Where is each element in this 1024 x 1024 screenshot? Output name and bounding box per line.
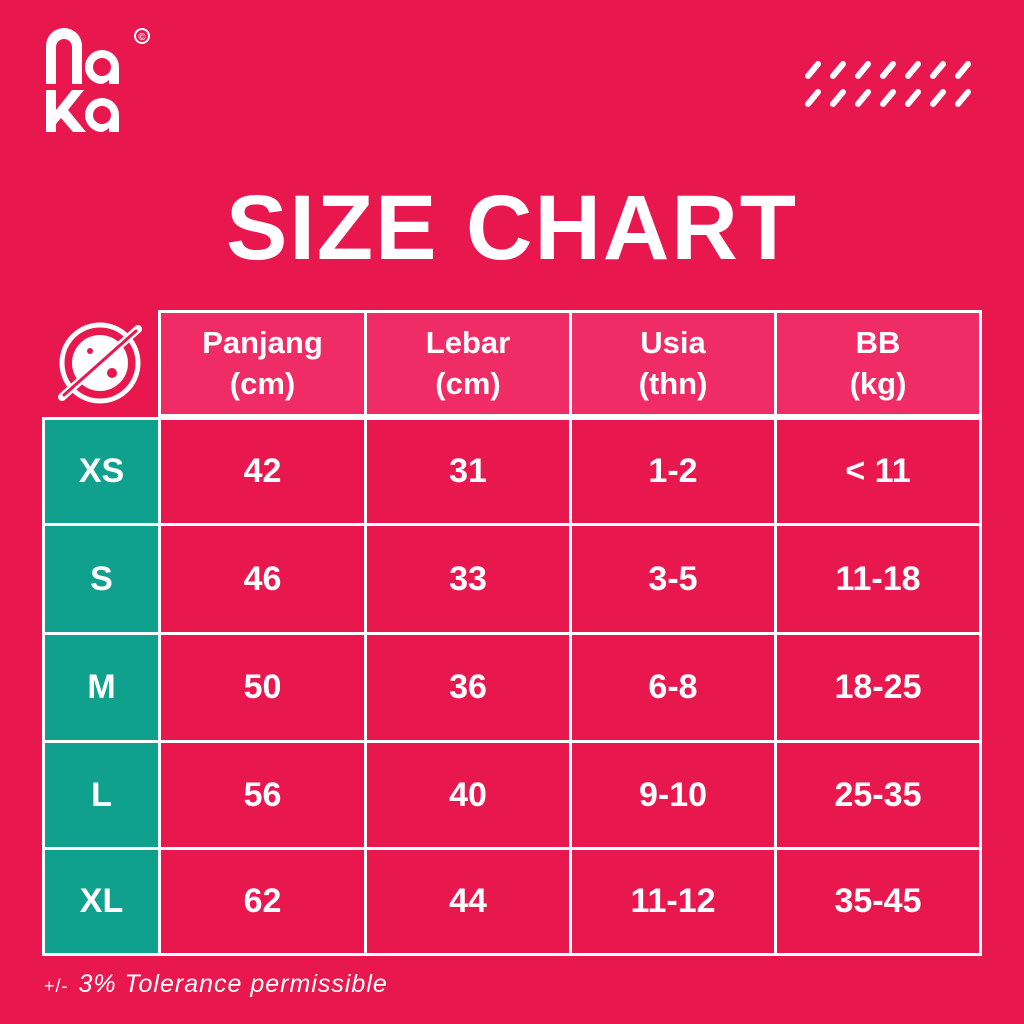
size-cell-s: S	[42, 523, 161, 635]
table-cell: 6-8	[569, 632, 777, 743]
tolerance-text: 3% Tolerance permissible	[78, 970, 388, 998]
diagonal-stripes-icon	[805, 61, 971, 107]
header-unit: (cm)	[229, 365, 296, 401]
table-cell: 11-12	[569, 847, 777, 956]
table-cell: 31	[364, 417, 572, 526]
header-panjang: Panjang (cm)	[158, 310, 367, 417]
table-cell: 18-25	[774, 632, 982, 743]
header-label: Panjang	[202, 325, 323, 361]
header-unit: (cm)	[435, 365, 501, 401]
header-usia: Usia (thn)	[569, 310, 777, 417]
tolerance-prefix: +/-	[44, 976, 69, 996]
header-label: BB	[855, 325, 901, 361]
table-cell: 46	[158, 523, 367, 635]
table-cell: 56	[158, 740, 367, 850]
table-cell: 44	[364, 847, 572, 956]
header-lebar: Lebar (cm)	[364, 310, 572, 417]
table-cell: 11-18	[774, 523, 982, 635]
size-cell-m: M	[42, 632, 161, 743]
table-cell: 50	[158, 632, 367, 743]
header-label: Usia	[640, 325, 706, 361]
table-cell: 62	[158, 847, 367, 956]
table-cell: < 11	[774, 417, 982, 526]
table-cell: 35-45	[774, 847, 982, 956]
table-cell: 25-35	[774, 740, 982, 850]
size-cell-xl: XL	[42, 847, 161, 956]
table-cell: 40	[364, 740, 572, 850]
table-cell: 36	[364, 632, 572, 743]
table-cell: 3-5	[569, 523, 777, 635]
page-title: SIZE CHART	[226, 177, 798, 279]
tolerance-note: +/- 3% Tolerance permissible	[44, 970, 388, 999]
header-unit: (kg)	[849, 365, 907, 401]
table-cell: 42	[158, 417, 367, 526]
svg-text:©: ©	[138, 32, 146, 43]
header-bb: BB (kg)	[774, 310, 982, 417]
size-cell-xs: XS	[42, 417, 161, 526]
table-cell: 9-10	[569, 740, 777, 850]
size-cell-l: L	[42, 740, 161, 850]
planet-ring-icon	[58, 322, 142, 404]
header-label: Lebar	[425, 325, 511, 361]
naka-logo: ©	[46, 28, 150, 132]
header-unit: (thn)	[638, 365, 708, 401]
table-cell: 33	[364, 523, 572, 635]
table-cell: 1-2	[569, 417, 777, 526]
